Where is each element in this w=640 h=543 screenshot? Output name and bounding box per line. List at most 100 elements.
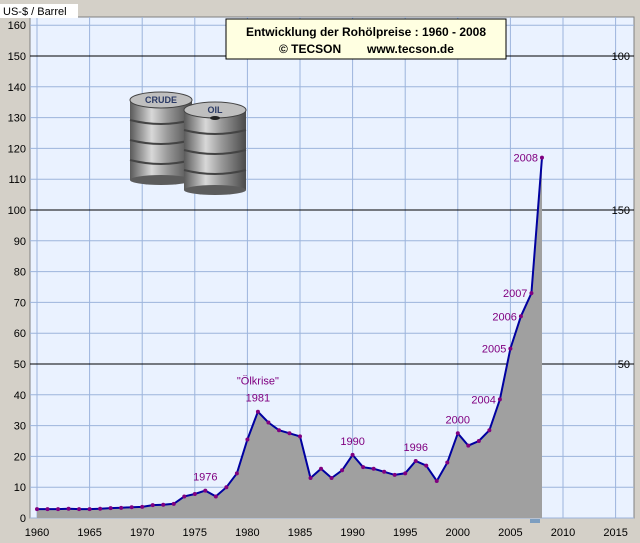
data-point	[529, 291, 534, 296]
data-point	[424, 463, 429, 468]
data-point	[203, 488, 208, 493]
x-tick-label: 1965	[77, 527, 101, 539]
reference-line-label: 50	[618, 359, 630, 371]
y-tick-label: 90	[14, 236, 26, 248]
scroll-thumb[interactable]	[530, 519, 540, 523]
y-tick-label: 130	[8, 113, 26, 125]
x-tick-label: 2010	[551, 527, 575, 539]
data-point	[140, 504, 145, 509]
x-tick-label: 1980	[235, 527, 259, 539]
data-point	[108, 506, 113, 511]
data-point	[245, 437, 250, 442]
data-point	[497, 397, 502, 402]
annotation-label: 1996	[403, 442, 427, 454]
data-point	[161, 502, 166, 507]
annotation-label: 1981	[246, 393, 270, 405]
data-point	[266, 420, 271, 425]
data-point	[234, 471, 239, 476]
data-point	[539, 155, 544, 160]
data-point	[382, 469, 387, 474]
data-point	[476, 439, 481, 443]
title-box: Entwicklung der Rohölpreise : 1960 - 200…	[225, 18, 507, 60]
data-point	[119, 505, 124, 510]
x-tick-label: 1960	[25, 527, 49, 539]
x-tick-label: 2005	[498, 527, 522, 539]
data-point	[487, 428, 492, 433]
y-tick-label: 120	[8, 143, 26, 155]
y-tick-label: 50	[14, 359, 26, 371]
data-point	[35, 507, 39, 512]
y-tick-label: 60	[14, 328, 26, 340]
data-point	[434, 479, 439, 484]
y-tick-label: 40	[14, 390, 26, 402]
annotation-label: 2000	[446, 414, 470, 426]
y-tick-label: 100	[8, 205, 26, 217]
crude-barrel: CRUDE	[129, 91, 193, 185]
data-point	[98, 506, 103, 511]
data-point	[340, 468, 345, 473]
data-point	[298, 434, 302, 439]
x-tick-label: 1970	[130, 527, 154, 539]
data-point	[329, 475, 334, 480]
annotation-label: 2005	[482, 344, 506, 356]
data-point	[392, 472, 397, 477]
y-axis-ticks: 0 10 20 30 40 50 60 70 80 90 100 110 120 130 140 150 160	[8, 20, 26, 525]
reference-line-label: 150	[612, 205, 630, 217]
x-axis-ticks: 1960 1965 1970 1975 1980 1985 1990 1995 2000 2005…	[25, 527, 628, 539]
data-point	[45, 507, 50, 512]
data-point	[224, 485, 229, 490]
annotation-label: 2008	[513, 153, 537, 165]
data-point	[508, 346, 513, 351]
data-point	[308, 475, 313, 480]
x-tick-label: 1995	[393, 527, 417, 539]
annotation-label: 2004	[471, 394, 495, 406]
chart-title: Entwicklung der Rohölpreise : 1960 - 200…	[246, 25, 486, 39]
data-point	[129, 505, 134, 510]
chart-website: www.tecson.de	[366, 42, 454, 56]
y-tick-label: 20	[14, 451, 26, 463]
y-tick-label: 70	[14, 297, 26, 309]
oil-barrel: OIL	[183, 101, 247, 195]
data-point	[150, 503, 155, 508]
y-tick-label: 80	[14, 267, 26, 279]
reference-line-label: 100	[612, 51, 630, 63]
chart-copyright: © TECSON	[279, 42, 341, 56]
x-tick-label: 2000	[446, 527, 470, 539]
plot-area	[29, 16, 635, 519]
data-point	[361, 465, 366, 470]
crude-logo-text: CRUDE	[145, 95, 177, 105]
y-tick-label: 140	[8, 82, 26, 94]
data-point	[413, 459, 418, 464]
annotation-label: 2006	[492, 311, 516, 323]
data-point	[287, 431, 292, 436]
y-tick-label: 10	[14, 482, 26, 494]
data-point	[171, 501, 176, 506]
annotation-label: 2007	[503, 288, 527, 300]
y-axis-label-box	[0, 4, 78, 18]
data-point	[182, 494, 187, 499]
data-point	[319, 466, 324, 471]
price-area	[37, 157, 542, 518]
data-point	[87, 507, 92, 512]
y-axis-label: US-$ / Barrel	[3, 6, 67, 18]
y-tick-label: 110	[8, 174, 26, 186]
title-box-bg	[225, 18, 507, 60]
oil-barrels-logo: CRUDE OIL	[129, 91, 247, 195]
data-point	[66, 506, 71, 511]
x-tick-label: 1985	[288, 527, 312, 539]
annotation-label: 1976	[193, 472, 217, 484]
oil-logo-text: OIL	[208, 105, 224, 115]
data-markers	[35, 155, 544, 512]
data-point	[371, 466, 376, 471]
annotation-label: "Ölkrise"	[237, 376, 279, 388]
x-tick-label: 1975	[183, 527, 207, 539]
data-point	[466, 443, 471, 448]
data-point	[350, 452, 355, 457]
data-point	[276, 428, 281, 433]
data-point	[518, 314, 523, 319]
x-tick-label: 1990	[340, 527, 364, 539]
data-point	[192, 491, 197, 496]
data-point	[56, 507, 61, 512]
